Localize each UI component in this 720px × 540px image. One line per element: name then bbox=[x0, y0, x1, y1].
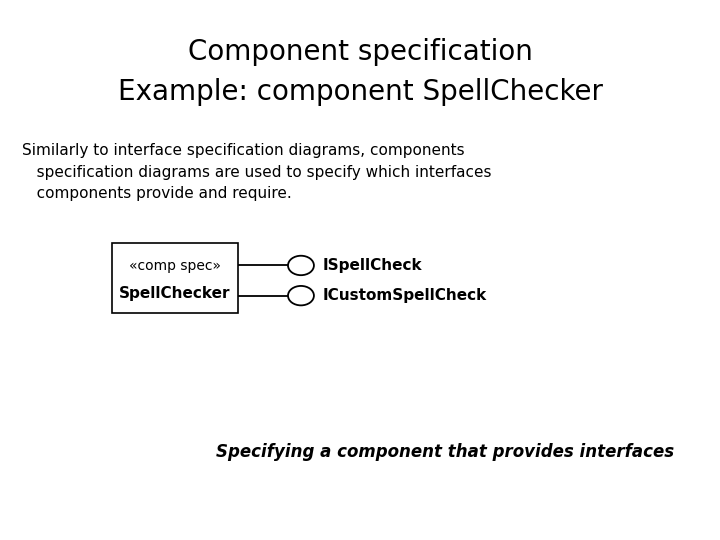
Text: components provide and require.: components provide and require. bbox=[22, 186, 292, 201]
Text: Component specification: Component specification bbox=[188, 38, 532, 66]
Text: ICustomSpellCheck: ICustomSpellCheck bbox=[323, 288, 487, 303]
Circle shape bbox=[288, 286, 314, 306]
Text: specification diagrams are used to specify which interfaces: specification diagrams are used to speci… bbox=[22, 165, 491, 180]
Text: Specifying a component that provides interfaces: Specifying a component that provides int… bbox=[216, 443, 674, 461]
Circle shape bbox=[288, 256, 314, 275]
Text: Similarly to interface specification diagrams, components: Similarly to interface specification dia… bbox=[22, 143, 464, 158]
Text: «comp spec»: «comp spec» bbox=[129, 259, 220, 273]
Text: Example: component SpellChecker: Example: component SpellChecker bbox=[117, 78, 603, 106]
Text: SpellChecker: SpellChecker bbox=[119, 286, 230, 301]
Text: ISpellCheck: ISpellCheck bbox=[323, 258, 422, 273]
